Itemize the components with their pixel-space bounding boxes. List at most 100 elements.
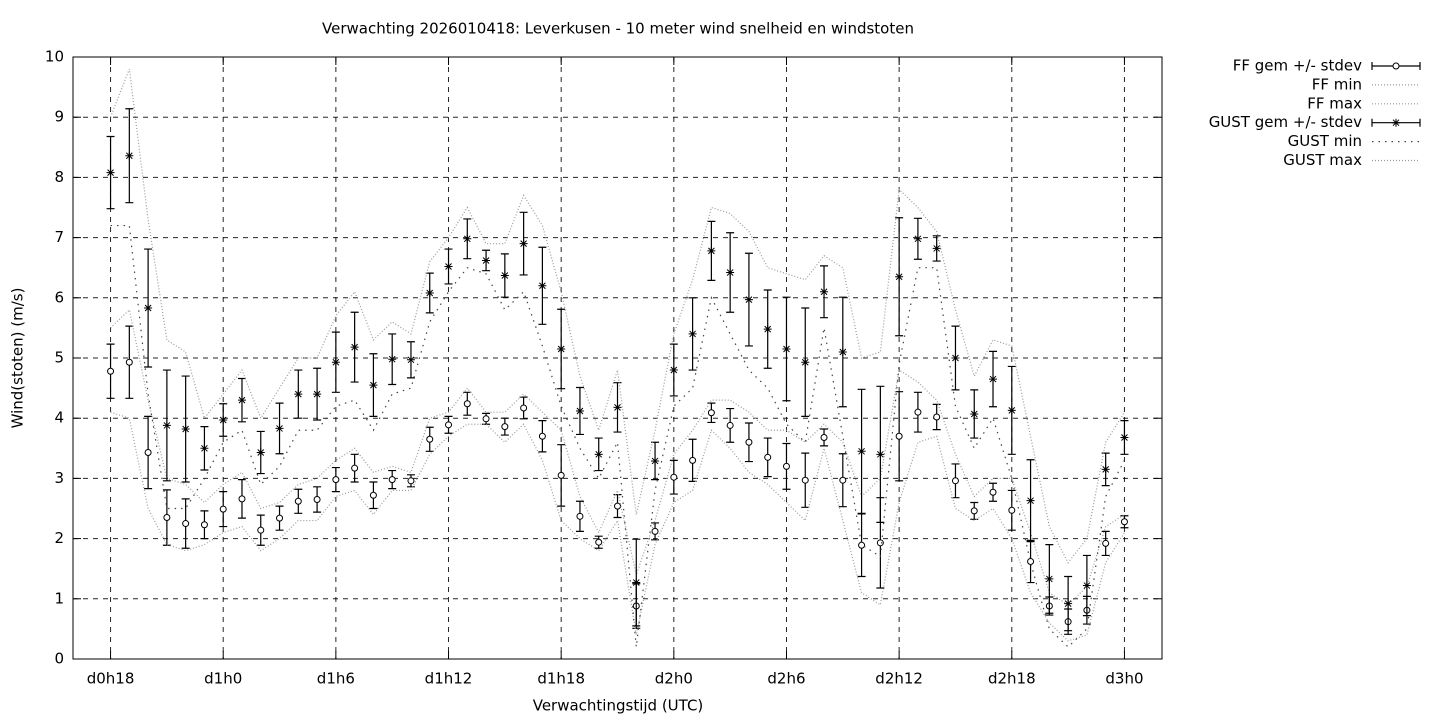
x-tick-label: d2h12 (875, 670, 923, 688)
y-tick-label: 9 (54, 108, 64, 126)
data-point (369, 491, 377, 499)
y-tick-label: 1 (54, 589, 64, 607)
data-point (125, 151, 134, 160)
data-point (351, 464, 359, 472)
data-point (1101, 465, 1110, 474)
x-tick-label: d1h6 (317, 670, 355, 688)
data-point (331, 358, 340, 367)
data-point (388, 355, 397, 364)
data-point (801, 476, 809, 484)
data-point (989, 488, 997, 496)
y-tick-label: 10 (45, 48, 64, 66)
data-point (332, 476, 340, 484)
data-point (182, 520, 190, 528)
data-point (876, 539, 884, 547)
x-tick-label: d1h12 (425, 670, 473, 688)
data-point (820, 433, 828, 441)
data-point (388, 476, 396, 484)
data-point (744, 295, 753, 304)
data-point (707, 246, 716, 255)
data-point (858, 541, 866, 549)
data-point (989, 375, 998, 384)
x-tick-label: d1h0 (204, 670, 242, 688)
data-point (839, 476, 847, 484)
data-point (125, 358, 133, 366)
data-point (557, 344, 566, 353)
data-point (575, 406, 584, 415)
data-point (350, 343, 359, 352)
data-point (707, 409, 715, 417)
y-tick-label: 2 (54, 529, 64, 547)
data-point (745, 438, 753, 446)
data-point (463, 400, 471, 408)
data-point (782, 344, 791, 353)
data-point (914, 408, 922, 416)
data-point (576, 512, 584, 520)
data-point (163, 514, 171, 522)
data-point (482, 256, 491, 265)
y-tick-label: 3 (54, 469, 64, 487)
data-point (106, 168, 115, 177)
data-point (951, 354, 960, 362)
data-point (294, 497, 302, 505)
data-point (1045, 574, 1054, 583)
data-point (669, 366, 678, 375)
data-point (256, 448, 265, 457)
x-tick-label: d3h0 (1105, 670, 1143, 688)
data-point (764, 453, 772, 461)
data-point (200, 521, 208, 529)
data-point (219, 416, 228, 425)
data-point (426, 435, 434, 443)
series-line (110, 224, 1125, 648)
data-point (276, 514, 284, 522)
data-point (219, 505, 227, 513)
data-point (538, 432, 546, 440)
data-point (1026, 496, 1035, 505)
data-point (857, 447, 866, 456)
data-point (594, 450, 603, 459)
legend-label: GUST min (1288, 132, 1362, 150)
data-point (1027, 557, 1035, 565)
data-point (895, 432, 903, 440)
legend-label: FF min (1312, 75, 1362, 93)
x-tick-label: d2h0 (655, 670, 693, 688)
chart-title: Verwachting 2026010418: Leverkusen - 10 … (322, 20, 914, 38)
data-point (369, 381, 378, 390)
x-tick-label: d2h6 (767, 670, 805, 688)
data-point (651, 527, 659, 535)
data-point (294, 390, 303, 399)
x-tick-label: d1h18 (537, 670, 585, 688)
data-point (519, 239, 528, 248)
data-point (107, 367, 115, 375)
data-point (613, 403, 622, 412)
data-point (313, 495, 321, 503)
y-tick-label: 4 (54, 409, 64, 427)
data-point (876, 450, 885, 459)
data-point (595, 538, 603, 546)
legend-label: GUST gem +/- stdev (1209, 113, 1362, 131)
data-point (1064, 599, 1073, 608)
data-point (651, 456, 660, 465)
data-point (238, 495, 246, 503)
data-point (632, 578, 641, 587)
data-point (538, 281, 547, 290)
data-point (726, 421, 734, 429)
legend-marker (1392, 118, 1400, 127)
data-point (801, 358, 810, 367)
data-point (1120, 433, 1129, 442)
y-axis-label: Wind(stoten) (m/s) (9, 288, 27, 429)
y-tick-label: 6 (54, 288, 64, 306)
data-point (181, 425, 190, 434)
data-point (970, 409, 979, 418)
legend-label: GUST max (1283, 151, 1362, 169)
data-point (144, 449, 152, 457)
data-point (951, 477, 959, 485)
data-point (670, 473, 678, 481)
data-point (162, 421, 171, 430)
data-point (782, 462, 790, 470)
data-point (200, 444, 209, 453)
y-tick-label: 0 (54, 650, 64, 668)
data-point (1008, 506, 1016, 514)
